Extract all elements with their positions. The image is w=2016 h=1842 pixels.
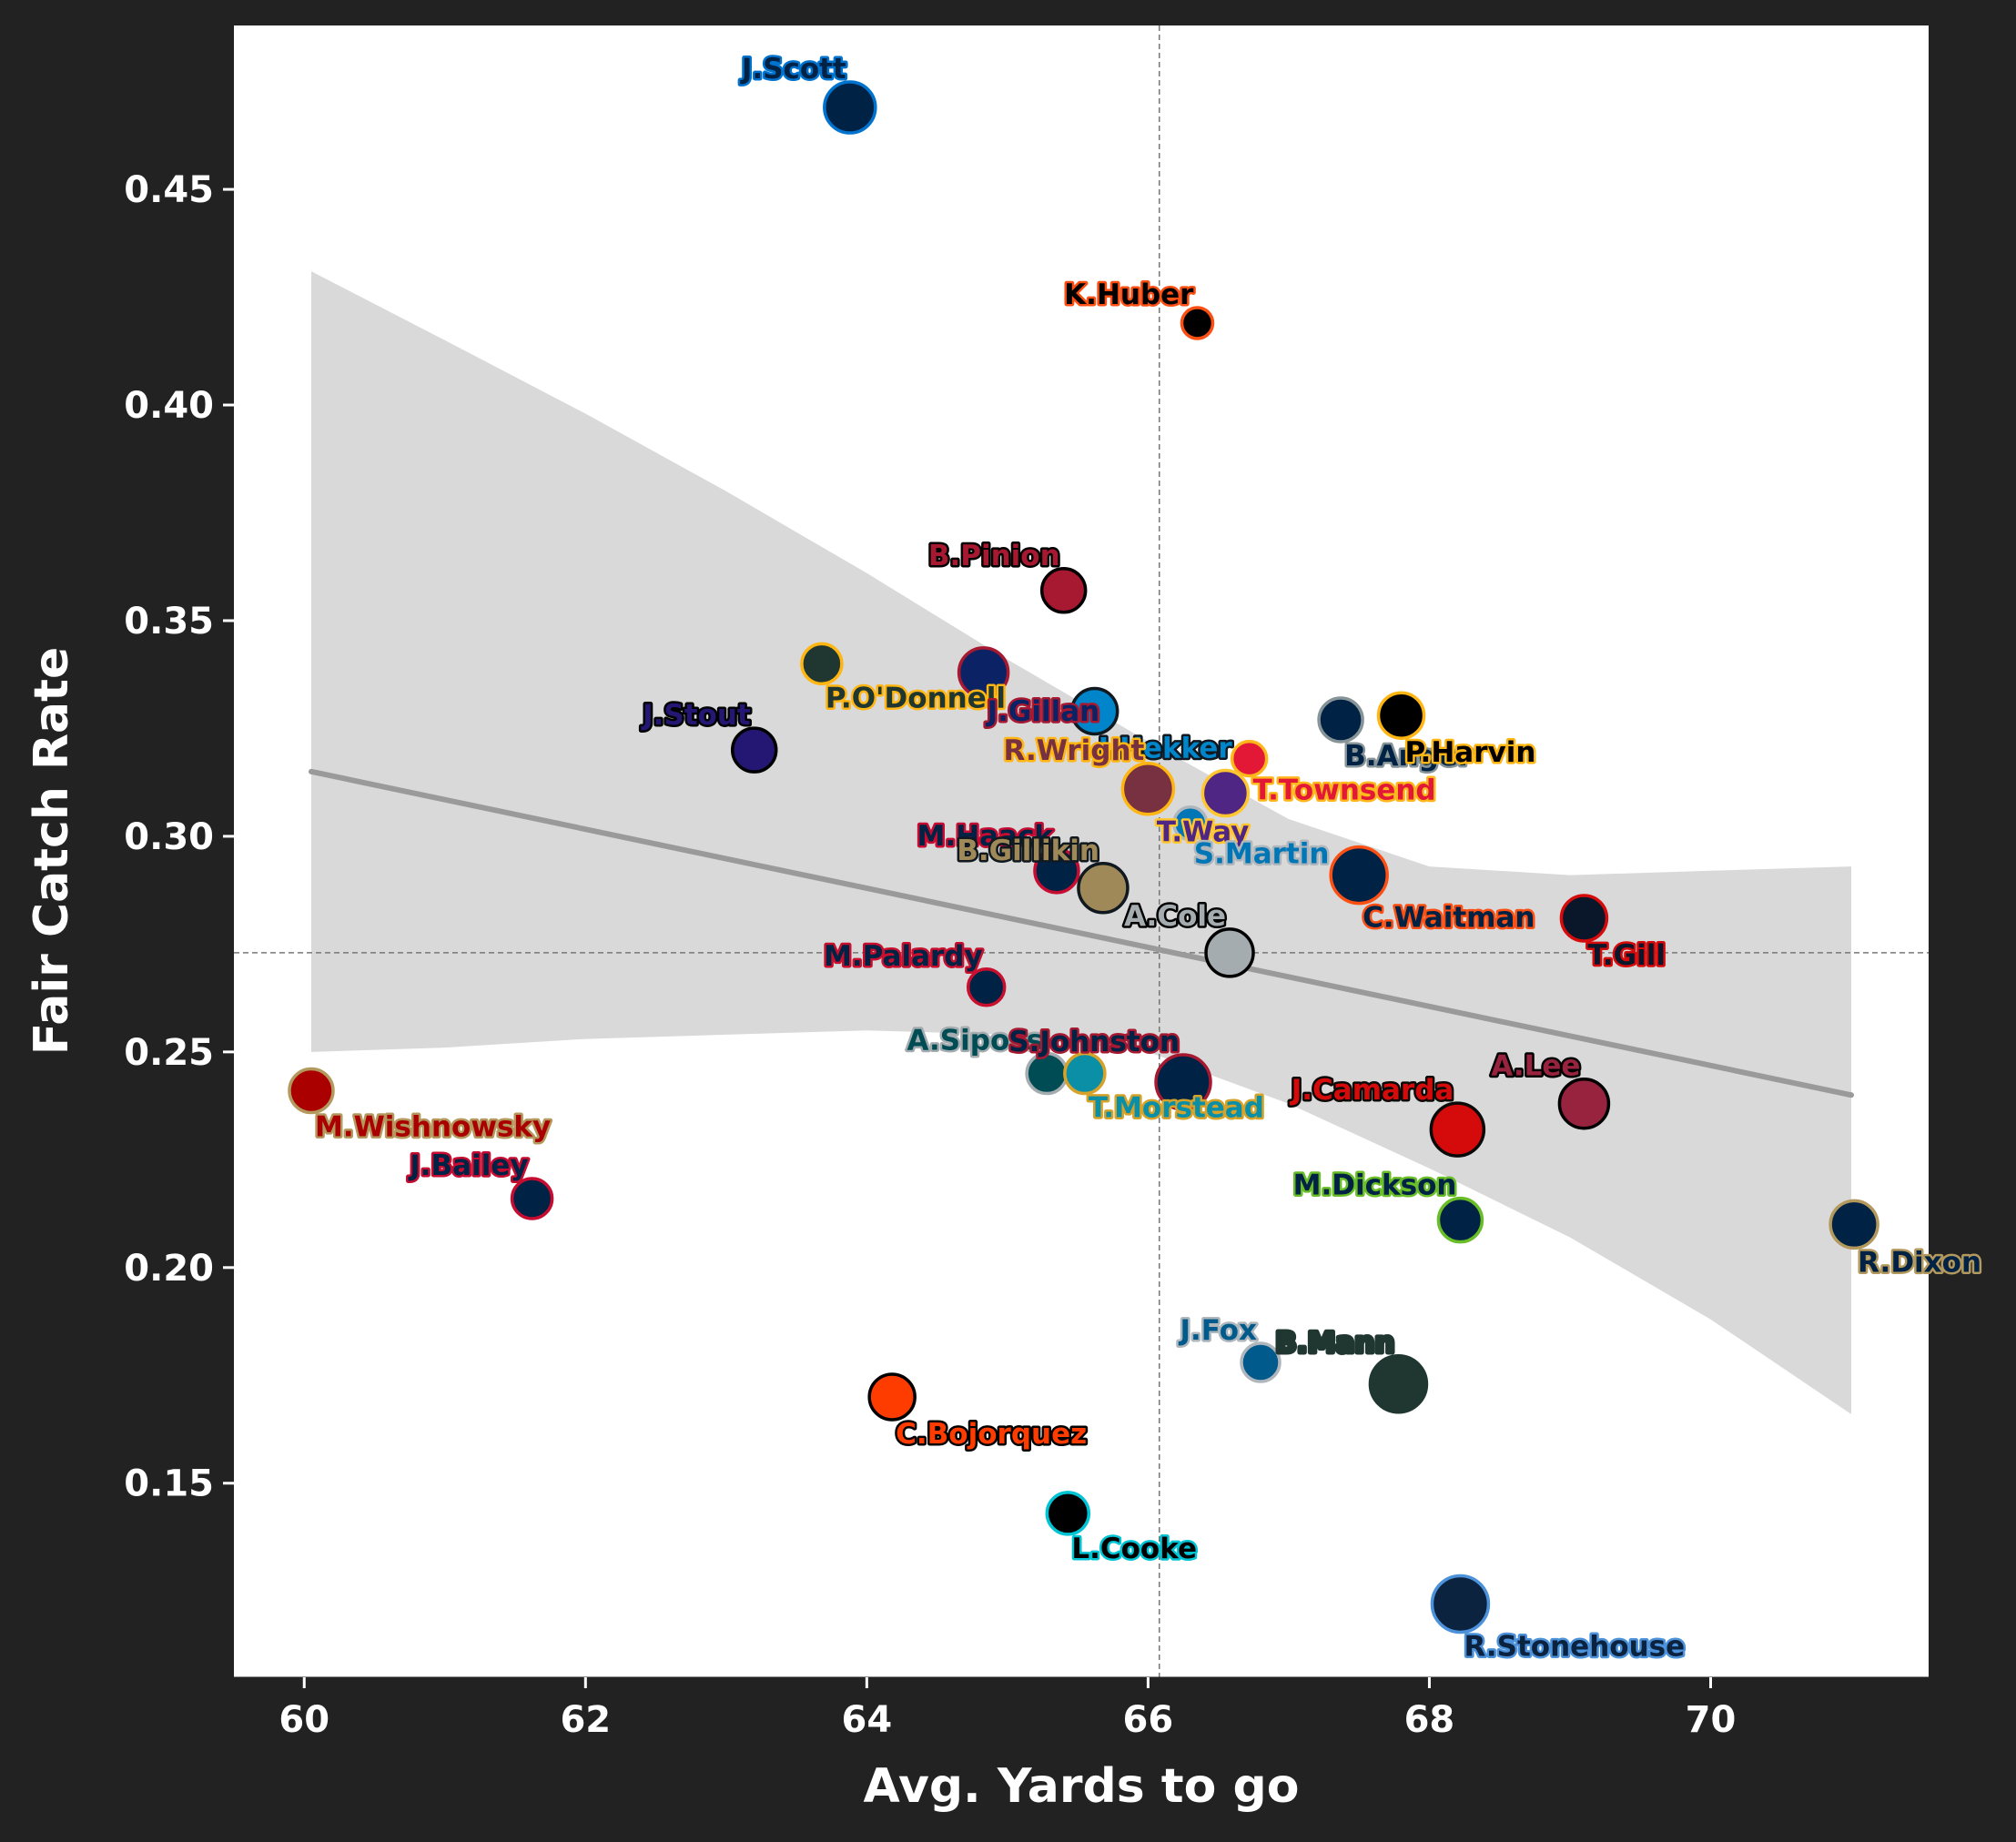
y-tick-label: 0.30 bbox=[124, 816, 214, 858]
y-axis-title: Fair Catch Rate bbox=[25, 647, 79, 1055]
point-j-bailey bbox=[510, 1177, 554, 1220]
x-tick-label: 70 bbox=[1686, 1699, 1737, 1741]
label-m-wishnowsky: M.Wishnowsky bbox=[315, 1111, 551, 1144]
label-c-waitman: C.Waitman bbox=[1363, 902, 1535, 935]
label-j-scott: J.Scott bbox=[740, 53, 846, 86]
x-tick-label: 64 bbox=[842, 1699, 893, 1741]
y-axis: 0.15 0.20 0.25 0.30 0.35 0.40 0.45 bbox=[124, 169, 234, 1505]
point-r-stonehouse bbox=[1430, 1574, 1491, 1635]
point-m-wishnowsky bbox=[288, 1067, 335, 1115]
point-j-stout bbox=[730, 726, 778, 774]
label-t-way: T.Way bbox=[1157, 816, 1249, 849]
label-a-siposs: A.Siposs bbox=[907, 1025, 1043, 1058]
y-tick-label: 0.35 bbox=[124, 601, 214, 643]
point-r-dixon bbox=[1829, 1199, 1879, 1250]
point-p-harvin bbox=[1376, 691, 1426, 740]
scatter-points bbox=[288, 80, 1879, 1635]
point-a-cole bbox=[1204, 927, 1255, 978]
label-m-dickson: M.Dickson bbox=[1293, 1169, 1457, 1202]
point-t-way bbox=[1200, 768, 1251, 818]
y-tick-label: 0.40 bbox=[124, 385, 214, 427]
point-b-pinion bbox=[1039, 567, 1088, 614]
y-tick-label: 0.20 bbox=[124, 1248, 214, 1290]
label-r-dixon: R.Dixon bbox=[1858, 1246, 1981, 1279]
label-s-johnston: S.Johnston bbox=[1008, 1026, 1180, 1058]
x-tick-label: 62 bbox=[560, 1699, 611, 1741]
regression-line bbox=[308, 768, 1855, 1098]
point-labels: J.Scott K.Huber B.Pinion P.O'DonnellJ.Gilla… bbox=[312, 51, 1983, 1665]
x-axis-title: Avg. Yards to go bbox=[864, 1759, 1300, 1814]
point-m-haack bbox=[1033, 847, 1080, 895]
point-b-gillikin bbox=[1077, 862, 1130, 915]
label-r-wright: R.Wright bbox=[1004, 734, 1145, 767]
label-r-stonehouse: R.Stonehouse bbox=[1464, 1630, 1685, 1663]
label-j-camarda: J.Camarda bbox=[1290, 1074, 1454, 1107]
x-tick-label: 60 bbox=[279, 1699, 329, 1741]
point-l-cooke bbox=[1045, 1491, 1091, 1536]
point-j-hekker bbox=[1069, 686, 1119, 736]
point-j-scott bbox=[823, 80, 877, 135]
label-b-mann: B.Mann bbox=[1275, 1327, 1394, 1360]
x-tick-label: 66 bbox=[1123, 1699, 1174, 1741]
point-b-anger bbox=[1317, 696, 1364, 744]
x-axis: 60 62 64 66 68 70 bbox=[234, 1676, 1929, 1741]
label-p-o-donnell: P.O'Donnell bbox=[826, 682, 1006, 714]
label-b-anger: B.Anger bbox=[1344, 740, 1473, 773]
y-tick-label: 0.45 bbox=[124, 169, 214, 211]
point-m-dickson bbox=[1436, 1196, 1484, 1244]
label-j-bailey: J.Bailey bbox=[408, 1149, 528, 1182]
y-tick-label: 0.15 bbox=[124, 1463, 214, 1505]
point-p-o-donnell bbox=[800, 642, 844, 686]
point-a-siposs bbox=[1025, 1051, 1069, 1096]
label-k-huber: K.Huber bbox=[1064, 278, 1194, 311]
label-b-gillikin: B.Gillikin bbox=[957, 835, 1099, 867]
point-j-gillan bbox=[957, 646, 1010, 699]
point-s-johnston bbox=[1154, 1053, 1212, 1111]
x-tick-label: 68 bbox=[1404, 1699, 1455, 1741]
label-s-martin: S.Martin bbox=[1194, 838, 1330, 871]
point-c-waitman bbox=[1329, 845, 1389, 906]
point-b-mann bbox=[1368, 1354, 1429, 1414]
point-r-wright bbox=[1120, 762, 1176, 816]
point-m-palardy bbox=[966, 967, 1007, 1007]
regression-trend-line bbox=[308, 768, 1855, 1098]
label-m-haack: M.Haack bbox=[917, 820, 1055, 853]
label-p-harvin: P.Harvin bbox=[1405, 736, 1536, 769]
label-l-cooke: L.Cooke bbox=[1071, 1533, 1197, 1565]
point-j-fox bbox=[1240, 1341, 1282, 1383]
label-t-townsend: T.Townsend bbox=[1253, 774, 1436, 807]
label-j-fox: J.Fox bbox=[1178, 1314, 1257, 1347]
label-j-stout: J.Stout bbox=[641, 699, 751, 732]
y-tick-label: 0.25 bbox=[124, 1032, 214, 1074]
point-a-lee bbox=[1557, 1077, 1611, 1130]
label-a-cole: A.Cole bbox=[1124, 900, 1226, 933]
mean-reference-lines bbox=[234, 25, 1929, 1677]
point-k-huber bbox=[1180, 306, 1215, 340]
point-t-gill bbox=[1559, 894, 1609, 943]
label-b-pinion: B.Pinion bbox=[928, 540, 1060, 572]
point-s-martin bbox=[1172, 805, 1209, 842]
point-c-bojorquez bbox=[867, 1372, 917, 1422]
point-t-townsend bbox=[1230, 739, 1269, 778]
label-j-gillan: J.Gillan bbox=[986, 695, 1100, 728]
label-j-hekker: J.Hekker bbox=[1097, 732, 1233, 764]
label-t-gill: T.Gill bbox=[1587, 939, 1666, 972]
label-a-lee: A.Lee bbox=[1491, 1050, 1580, 1083]
label-t-morstead: T.Morstead bbox=[1089, 1092, 1264, 1125]
point-t-morstead bbox=[1063, 1051, 1107, 1096]
label-c-bojorquez: C.Bojorquez bbox=[896, 1418, 1087, 1451]
label-m-palardy: M.Palardy bbox=[824, 940, 983, 973]
point-j-camarda bbox=[1429, 1101, 1486, 1158]
